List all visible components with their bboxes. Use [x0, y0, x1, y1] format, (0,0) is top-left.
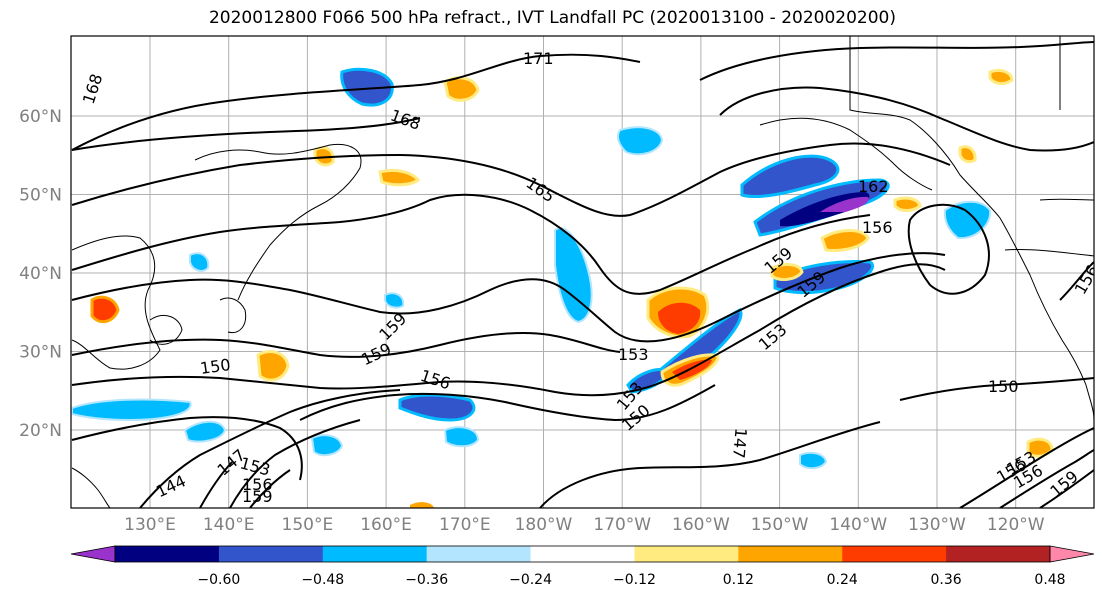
latitude-label: 20°N — [19, 421, 62, 441]
positive-anomaly-patch — [378, 168, 421, 187]
positive-anomaly-patch — [770, 263, 804, 281]
colorbar-tick-label: 0.36 — [931, 572, 962, 588]
latitude-label: 40°N — [19, 264, 62, 284]
positive-anomaly-patch — [958, 145, 977, 164]
positive-anomaly-patch — [443, 76, 480, 102]
colorbar-extend-high — [1049, 545, 1095, 563]
longitude-label: 130°E — [124, 515, 176, 535]
colorbar-bin — [738, 546, 843, 562]
colorbar-bin — [115, 546, 220, 562]
negative-anomaly-patch — [799, 451, 828, 470]
longitude-label: 170°E — [439, 515, 491, 535]
colorbar-tick-label: −0.48 — [301, 572, 344, 588]
colorbar-tick-label: −0.24 — [509, 572, 552, 588]
negative-anomaly-patch — [398, 393, 476, 422]
latitude-label: 50°N — [19, 186, 62, 206]
negative-anomaly-patch — [617, 126, 664, 156]
colorbar-tick-label: 0.12 — [723, 572, 754, 588]
negative-anomaly-patch — [443, 426, 480, 448]
colorbar-bin — [218, 546, 324, 562]
latitude-label: 60°N — [19, 107, 62, 127]
strong-positive-anomaly-patch — [658, 302, 701, 334]
map-title: 2020012800 F066 500 hPa refract., IVT La… — [208, 8, 896, 28]
contour-label: 150 — [988, 377, 1019, 396]
longitude-label: 160°E — [360, 515, 412, 535]
longitude-label: 140°W — [829, 515, 887, 535]
longitude-label: 160°W — [672, 515, 730, 535]
contour-label: 156 — [862, 218, 893, 237]
contour-label: 147 — [729, 427, 751, 459]
contour-label: 150 — [199, 355, 232, 378]
contour-label: 171 — [523, 49, 554, 68]
strongest-negative-anomaly-patch — [820, 196, 869, 212]
colorbar: −0.60 −0.48 −0.36 −0.24 −0.12 0.12 0.24 0.36 0.4… — [70, 545, 1095, 588]
positive-anomaly-patch — [313, 146, 335, 167]
positive-anomaly-patch — [410, 502, 434, 508]
colorbar-bin — [530, 546, 635, 562]
contour-label: 153 — [618, 345, 649, 364]
colorbar-tick-label: 0.24 — [827, 572, 858, 588]
colorbar-tick-label: −0.12 — [613, 572, 656, 588]
colorbar-tick-label: −0.36 — [405, 572, 448, 588]
colorbar-bin — [322, 546, 428, 562]
positive-anomaly-patch — [988, 68, 1014, 86]
colorbar-bin — [946, 546, 1051, 562]
longitude-label: 130°W — [908, 515, 966, 535]
negative-anomaly-patch — [310, 434, 344, 457]
negative-anomaly-patch — [189, 252, 210, 272]
colorbar-bin — [634, 546, 739, 562]
negative-anomaly-patch — [183, 420, 227, 443]
colorbar-extend-low — [70, 545, 116, 563]
longitude-label: 150°E — [282, 515, 334, 535]
plot-frame — [70, 35, 1095, 509]
positive-anomaly-patch — [256, 350, 290, 382]
positive-anomaly-patch — [893, 196, 922, 212]
negative-anomaly-patch — [943, 200, 992, 240]
colorbar-bin — [426, 546, 532, 562]
strong-positive-anomaly-patch — [672, 359, 712, 380]
contour-label: 162 — [858, 177, 889, 196]
anomaly-shading — [71, 67, 1054, 508]
positive-anomaly-patch — [820, 229, 870, 252]
colorbar-tick-label: 0.48 — [1034, 572, 1065, 588]
graticule — [71, 36, 1094, 508]
longitude-labels: 130°E 140°E 150°E 160°E 170°E 180°W 170°W 160°W… — [124, 515, 1045, 535]
latitude-label: 30°N — [19, 343, 62, 363]
longitude-label: 180°W — [515, 515, 573, 535]
colorbar-bin — [842, 546, 947, 562]
contour-label: 156 — [242, 475, 273, 494]
contour-label: 159 — [242, 487, 273, 506]
longitude-label: 140°E — [203, 515, 255, 535]
colorbar-tick-label: −0.60 — [197, 572, 240, 588]
negative-anomaly-patch — [384, 292, 405, 309]
coastlines — [71, 36, 1094, 508]
longitude-label: 170°W — [593, 515, 651, 535]
negative-anomaly-patch — [71, 398, 192, 422]
longitude-label: 150°W — [751, 515, 809, 535]
negative-anomaly-patch — [740, 154, 840, 199]
colorbar-frame — [114, 545, 1051, 563]
latitude-labels: 60°N 50°N 40°N 30°N 20°N — [19, 107, 62, 441]
height-contours — [71, 41, 1094, 508]
longitude-label: 120°W — [987, 515, 1045, 535]
positive-anomaly-patch — [90, 295, 120, 324]
